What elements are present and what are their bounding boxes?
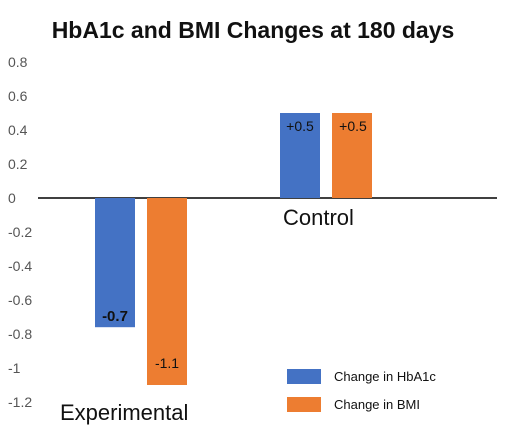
bar-hba1c-experimental xyxy=(95,198,135,328)
data-label-hba1c-experimental: -0.7 xyxy=(102,308,128,325)
legend-label-bmi: Change in BMI xyxy=(334,397,420,412)
bars xyxy=(95,113,372,385)
data-label-hba1c-control: +0.5 xyxy=(286,118,314,134)
legend-swatch-hba1c xyxy=(287,369,321,384)
y-tick-label: -1 xyxy=(8,360,21,376)
y-tick-label: -0.8 xyxy=(8,326,32,342)
y-tick-label: -0.6 xyxy=(8,292,32,308)
y-tick-label: 0.2 xyxy=(8,156,28,172)
data-label-bmi-experimental: -1.1 xyxy=(155,355,179,371)
data-labels: -0.7 -1.1 +0.5 +0.5 xyxy=(102,118,367,371)
data-label-bmi-control: +0.5 xyxy=(339,118,367,134)
y-axis: 0.8 0.6 0.4 0.2 0 -0.2 -0.4 -0.6 -0.8 -1 -1.2 xyxy=(8,54,32,410)
bar-bmi-experimental xyxy=(147,198,187,385)
y-tick-label: 0 xyxy=(8,190,16,206)
y-tick-label: 0.4 xyxy=(8,122,28,138)
legend: Change in HbA1c Change in BMI xyxy=(287,369,436,412)
bar-bmi-control xyxy=(332,113,372,198)
y-tick-label: -1.2 xyxy=(8,394,32,410)
y-tick-label: -0.2 xyxy=(8,224,32,240)
chart-title: HbA1c and BMI Changes at 180 days xyxy=(52,17,455,43)
y-tick-label: 0.8 xyxy=(8,54,28,70)
y-tick-label: -0.4 xyxy=(8,258,32,274)
legend-label-hba1c: Change in HbA1c xyxy=(334,369,436,384)
legend-swatch-bmi xyxy=(287,397,321,412)
bar-hba1c-control xyxy=(280,113,320,198)
category-label-control: Control xyxy=(283,205,354,230)
y-tick-label: 0.6 xyxy=(8,88,28,104)
category-label-experimental: Experimental xyxy=(60,400,188,425)
